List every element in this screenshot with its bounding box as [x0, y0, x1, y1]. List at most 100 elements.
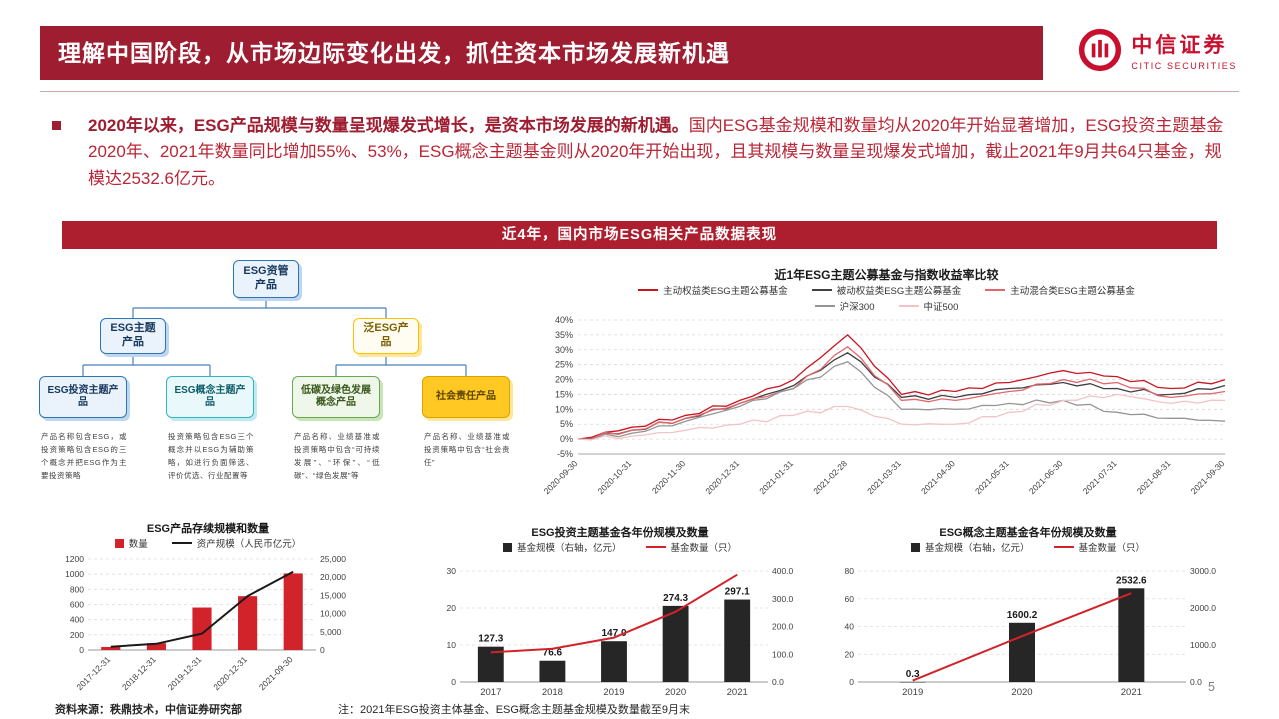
svg-text:2019-12-31: 2019-12-31: [166, 654, 204, 692]
tree-note-social: 产品名称、业绩基准或投资策略中包含“社会责任”: [424, 432, 510, 468]
svg-text:0: 0: [849, 677, 854, 687]
legend-label: 基金数量（只）: [1078, 543, 1146, 554]
logo-name-cn: 中信证券: [1131, 34, 1228, 57]
svg-text:20: 20: [447, 603, 457, 613]
tree-note-esg-concept: 投资策略包含ESG三个概念并以ESG为辅助策略，如进行负面筛选、评价优选、行业配…: [168, 432, 254, 481]
svg-text:76.6: 76.6: [543, 648, 563, 659]
page-title: 理解中国阶段，从市场边际变化出发，抓住资本市场发展新机遇: [58, 40, 730, 66]
section-banner: 近4年，国内市场ESG相关产品数据表现: [62, 221, 1217, 249]
legend-item: 主动混合类ESG主题公募基金: [985, 283, 1135, 297]
tree-node-low-carbon: 低碳及绿色发展概念产品: [292, 376, 380, 418]
svg-text:2017-12-31: 2017-12-31: [74, 654, 112, 692]
legend-label: 主动混合类ESG主题公募基金: [1010, 286, 1135, 297]
citic-logo: 中信证券 CITIC SECURITIES: [1078, 28, 1237, 72]
footnote: 注：2021年ESG投资主体基金、ESG概念主题基金规模及数量截至9月末: [338, 704, 691, 716]
legend-item: 中证500: [898, 299, 958, 313]
header-divider: [40, 91, 1239, 92]
svg-text:2000.0: 2000.0: [1190, 603, 1216, 613]
svg-text:200: 200: [70, 630, 84, 640]
svg-text:20%: 20%: [555, 375, 573, 385]
esg-invest-combo-chart: ESG投资主题基金各年份规模及数量 基金规模（右轴，亿元） 基金数量（只） 0 10 20…: [424, 524, 816, 700]
svg-text:25%: 25%: [555, 360, 573, 370]
section-banner-title: 近4年，国内市场ESG相关产品数据表现: [501, 227, 778, 243]
svg-text:127.3: 127.3: [478, 634, 503, 645]
chart-legend: 基金规模（右轴，亿元） 基金数量（只）: [424, 539, 816, 555]
svg-text:0.0: 0.0: [772, 677, 784, 687]
line-chart-canvas: -5% 0% 5% 10% 15% 20% 25% 30% 35% 40% 2020-09-30 20…: [542, 315, 1227, 496]
intro-paragraph: 2020年以来，ESG产品规模与数量呈现爆发式增长，是资本市场发展的新机遇。国内…: [52, 113, 1237, 192]
intro-text: 2020年以来，ESG产品规模与数量呈现爆发式增长，是资本市场发展的新机遇。国内…: [88, 113, 1237, 192]
legend-line-sample: [645, 546, 666, 548]
svg-text:20,000: 20,000: [320, 572, 346, 582]
svg-text:5,000: 5,000: [320, 627, 342, 637]
svg-text:40: 40: [845, 622, 855, 632]
returns-line-chart: 近1年ESG主题公募基金与指数收益率比较 主动权益类ESG主题公募基金 被动权益类E…: [538, 266, 1235, 516]
svg-text:297.1: 297.1: [725, 587, 750, 598]
svg-text:1000: 1000: [65, 569, 84, 579]
tree-node-pan-esg: 泛ESG产品: [353, 318, 419, 354]
svg-text:400: 400: [70, 615, 84, 625]
chart-title: ESG产品存续规模和数量: [146, 523, 270, 535]
legend-label: 基金数量（只）: [670, 543, 738, 554]
svg-text:5%: 5%: [560, 419, 573, 429]
page-number: 5: [1208, 680, 1215, 694]
svg-text:2020-12-31: 2020-12-31: [211, 654, 249, 692]
source-note: 资料来源：秩鼎技术，中信证券研究部: [55, 704, 242, 716]
chart-title: 近1年ESG主题公募基金与指数收益率比较: [774, 268, 999, 282]
svg-text:25,000: 25,000: [320, 554, 346, 564]
svg-text:2019: 2019: [902, 687, 923, 698]
legend-bar-sample: [502, 542, 512, 552]
legend-line-sample: [985, 289, 1006, 291]
esg-concept-combo-chart: ESG概念主题基金各年份规模及数量 基金规模（右轴，亿元） 基金数量（只） 0 20 40…: [822, 524, 1234, 700]
svg-text:2020-09-30: 2020-09-30: [542, 458, 580, 496]
legend-item: 资产规模（人民币亿元）: [171, 536, 301, 550]
legend-item: 沪深300: [814, 299, 875, 313]
legend-bar-sample: [910, 542, 920, 552]
bullet-icon: [52, 121, 61, 130]
slide-title-bar: 理解中国阶段，从市场边际变化出发，抓住资本市场发展新机遇: [40, 26, 1043, 80]
chart-title: ESG概念主题基金各年份规模及数量: [939, 527, 1117, 539]
legend-label: 沪深300: [839, 302, 875, 313]
svg-text:-5%: -5%: [557, 449, 573, 459]
svg-text:2021-03-31: 2021-03-31: [865, 458, 903, 496]
intro-bold-text: 2020年以来，ESG产品规模与数量呈现爆发式增长，是资本市场发展的新机遇。: [88, 116, 689, 135]
svg-text:10,000: 10,000: [320, 609, 346, 619]
svg-text:10%: 10%: [555, 404, 573, 414]
tree-node-esg-theme: ESG主题产品: [100, 318, 166, 354]
svg-text:600: 600: [70, 600, 84, 610]
svg-text:0: 0: [320, 645, 325, 655]
svg-text:2021-09-30: 2021-09-30: [1189, 458, 1227, 496]
legend-item: 主动权益类ESG主题公募基金: [638, 283, 788, 297]
svg-text:1000.0: 1000.0: [1190, 640, 1216, 650]
svg-text:274.3: 274.3: [663, 593, 688, 604]
svg-text:2021-05-31: 2021-05-31: [973, 458, 1011, 496]
legend-item: 数量: [114, 536, 148, 550]
chart-title: ESG投资主题基金各年份规模及数量: [531, 527, 709, 539]
svg-text:2021-09-30: 2021-09-30: [257, 654, 295, 692]
logo-name-en: CITIC SECURITIES: [1131, 61, 1237, 71]
svg-text:2532.6: 2532.6: [1116, 575, 1147, 586]
svg-text:3000.0: 3000.0: [1190, 566, 1216, 576]
legend-label: 数量: [128, 539, 148, 550]
svg-text:2021-01-31: 2021-01-31: [757, 458, 795, 496]
combo-chart-canvas: 0 200 400 600 800 1000 1200 0 5,000 10,000 15,000 2…: [65, 554, 346, 692]
svg-text:2021-02-28: 2021-02-28: [811, 458, 849, 496]
tree-note-esg-invest: 产品名称包含ESG，或投资策略包含ESG的三个概念并把ESG作为主要投资策略: [41, 432, 127, 481]
svg-text:15%: 15%: [555, 389, 573, 399]
tree-node-esg-concept: ESG概念主题产品: [166, 376, 254, 418]
svg-text:35%: 35%: [555, 330, 573, 340]
svg-text:2020: 2020: [665, 687, 686, 698]
svg-text:80: 80: [845, 566, 855, 576]
svg-text:2020-10-31: 2020-10-31: [596, 458, 634, 496]
legend-bar-sample: [114, 538, 124, 548]
svg-text:0%: 0%: [560, 434, 573, 444]
svg-text:2021-06-30: 2021-06-30: [1027, 458, 1065, 496]
tree-node-esg-invest: ESG投资主题产品: [39, 376, 127, 418]
svg-text:300.0: 300.0: [772, 594, 794, 604]
svg-text:2021: 2021: [1121, 687, 1142, 698]
svg-text:0: 0: [451, 677, 456, 687]
legend-line-sample: [811, 289, 832, 291]
svg-text:40%: 40%: [555, 315, 573, 325]
svg-text:60: 60: [845, 594, 855, 604]
